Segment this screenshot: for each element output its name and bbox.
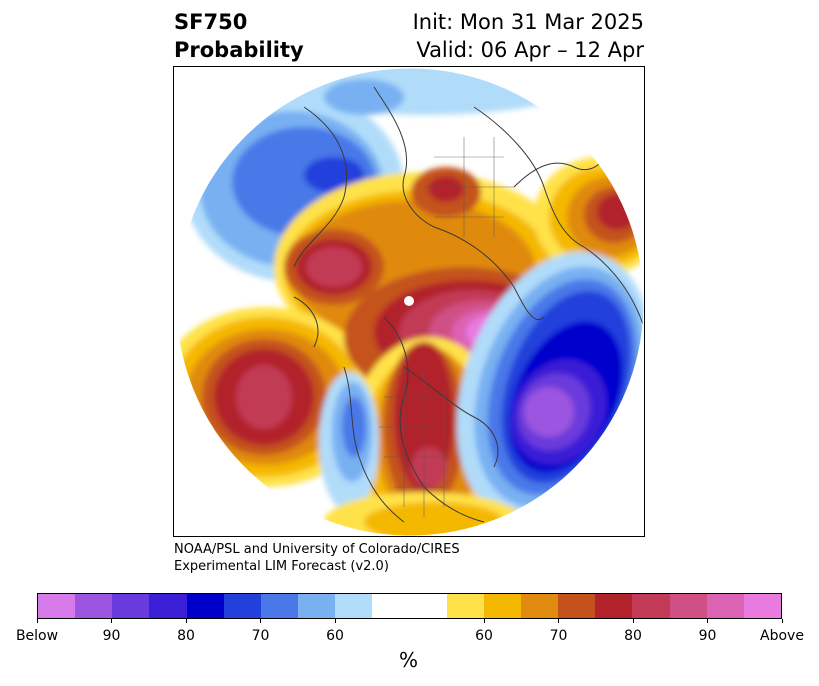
colorbar-tick-label: 70: [251, 628, 270, 644]
colorbar: [37, 593, 782, 619]
valid-dates: Valid: 06 Apr – 12 Apr: [416, 38, 644, 62]
colorbar-swatch-below: [186, 594, 224, 618]
colorbar-swatch-above: [669, 594, 707, 618]
colorbar-tickmark: [260, 619, 261, 623]
colorbar-units: %: [399, 648, 419, 672]
colorbar-tick-label: 90: [102, 628, 121, 644]
credit-line-2: Experimental LIM Forecast (v2.0): [174, 559, 389, 574]
colorbar-swatch-below: [149, 594, 187, 618]
colorbar-tick-label: 60: [475, 628, 493, 644]
colorbar-tickmark: [558, 619, 559, 623]
credit-text: NOAA/PSL and University of Colorado/CIRE…: [174, 541, 460, 575]
north-pole-marker: [404, 296, 414, 306]
colorbar-swatch-above: [558, 594, 596, 618]
variable-title: SF750: [174, 10, 248, 34]
colorbar-swatch-above: [446, 594, 484, 618]
colorbar-swatch-above: [521, 594, 559, 618]
colorbar-tickmark: [36, 619, 38, 623]
colorbar-tickmark: [483, 619, 485, 623]
colorbar-tick-label: 80: [177, 628, 195, 644]
map-svg: [175, 67, 644, 536]
colorbar-tick-label: 60: [326, 628, 344, 644]
colorbar-swatch-below: [260, 594, 299, 618]
colorbar-swatch-below: [335, 594, 373, 618]
init-date: Init: Mon 31 Mar 2025: [412, 10, 644, 34]
colorbar-tick-label: 90: [698, 628, 717, 644]
colorbar-tick-label: Below: [15, 628, 59, 644]
colorbar-tickmark: [632, 619, 634, 623]
colorbar-tickmark: [334, 619, 336, 623]
colorbar-swatch-neutral: [372, 594, 447, 618]
colorbar-tickmark: [111, 619, 112, 623]
title-right: Init: Mon 31 Mar 2025 Valid: 06 Apr – 12…: [413, 8, 644, 64]
colorbar-swatch-above: [706, 594, 744, 618]
colorbar-swatch-below: [298, 594, 336, 618]
product-title: Probability: [174, 38, 304, 62]
colorbar-swatch-above: [632, 594, 670, 618]
colorbar-swatch-below: [223, 594, 261, 618]
colorbar-swatch-below: [38, 594, 76, 618]
colorbar-swatch-above: [483, 594, 522, 618]
forecast-map: [173, 66, 645, 537]
colorbar-tickmark: [185, 619, 187, 623]
colorbar-swatch-below: [112, 594, 150, 618]
colorbar-tick-label: 80: [624, 628, 642, 644]
colorbar-tick-label: Above: [760, 628, 804, 644]
colorbar-tickmark: [781, 619, 783, 623]
title-left: SF750 Probability: [174, 8, 304, 64]
colorbar-swatch-below: [75, 594, 113, 618]
colorbar-tick-label: 70: [549, 628, 568, 644]
colorbar-swatch-above: [595, 594, 633, 618]
colorbar-swatch-above: [743, 594, 782, 618]
credit-line-1: NOAA/PSL and University of Colorado/CIRE…: [174, 542, 460, 557]
colorbar-tickmark: [707, 619, 708, 623]
